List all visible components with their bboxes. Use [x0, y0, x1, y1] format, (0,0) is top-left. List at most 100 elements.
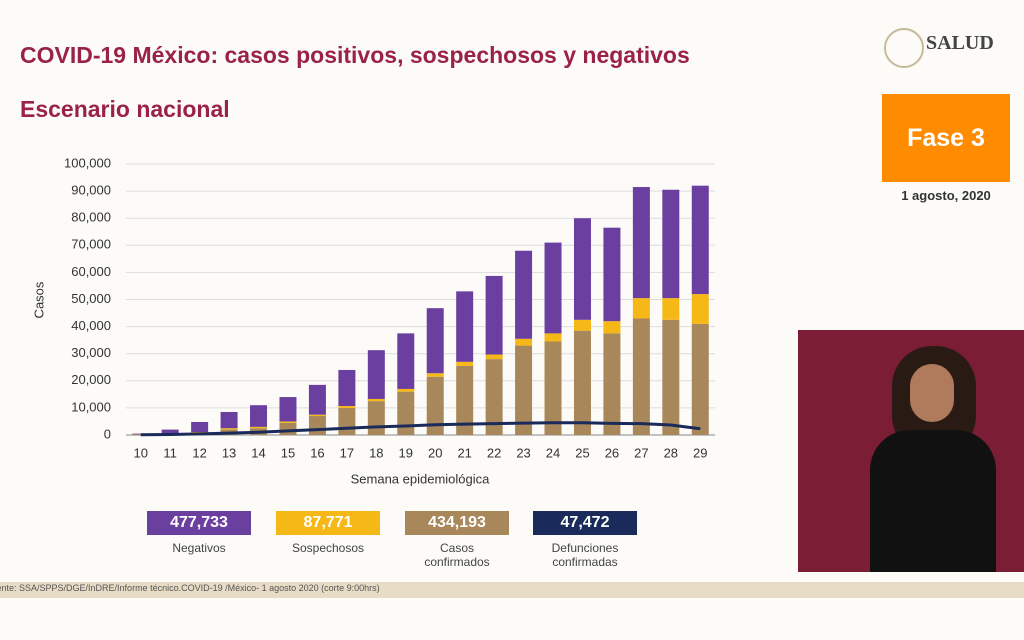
bar: [456, 291, 474, 362]
bar: [603, 321, 621, 334]
bar: [456, 365, 474, 435]
bar: [426, 376, 444, 435]
bar: [367, 350, 385, 399]
bar: [632, 298, 650, 319]
logo-emblem: [884, 28, 924, 68]
bar: [603, 333, 621, 435]
interpreter-video: [798, 330, 1024, 572]
bar: [397, 333, 415, 389]
y-tick-label: 50,000: [71, 291, 111, 306]
bar: [367, 401, 385, 435]
bar: [191, 421, 209, 433]
x-tick-label: 28: [664, 445, 678, 460]
source: Fuente: SSA/SPPS/DGE/InDRE/Informe técni…: [0, 583, 380, 593]
x-tick-label: 24: [546, 445, 560, 460]
bar: [485, 359, 503, 435]
x-tick-label: 14: [251, 445, 265, 460]
bar: [250, 405, 268, 427]
bar: [426, 373, 444, 377]
x-tick-label: 20: [428, 445, 442, 460]
x-tick-label: 11: [163, 445, 177, 460]
bar: [456, 361, 474, 366]
source-band: [0, 582, 1024, 598]
y-tick-label: 30,000: [71, 345, 111, 360]
bar: [515, 250, 533, 339]
bar: [573, 319, 591, 331]
y-tick-label: 100,000: [64, 155, 111, 170]
y-tick-label: 90,000: [71, 183, 111, 198]
bar: [426, 308, 444, 374]
legend-item: 434,193 Casos confirmados: [405, 511, 509, 569]
x-tick-label: 22: [487, 445, 501, 460]
line: [140, 421, 701, 437]
bar: [691, 323, 709, 435]
y-tick-label: 0: [104, 426, 111, 441]
title: COVID-19 México: casos positivos, sospec…: [20, 42, 690, 68]
bar: [485, 275, 503, 355]
y-tick-label: 20,000: [71, 372, 111, 387]
x-tick-label: 23: [516, 445, 530, 460]
date: 1 agosto, 2020: [901, 188, 991, 203]
x-tick-label: 21: [457, 445, 471, 460]
y-tick-label: 80,000: [71, 210, 111, 225]
bar: [338, 369, 356, 407]
bar: [338, 406, 356, 408]
bar: [691, 185, 709, 295]
bar: [308, 416, 326, 435]
x-tick-label: 25: [575, 445, 589, 460]
legend-label: Sospechosos: [291, 541, 365, 555]
x-tick-label: 18: [369, 445, 383, 460]
y-tick-label: 70,000: [71, 237, 111, 252]
interpreter-body: [870, 430, 996, 572]
y-tick-label: 10,000: [71, 399, 111, 414]
legend-label: Defunciones confirmadas: [551, 541, 619, 569]
x-tick-label: 15: [281, 445, 295, 460]
x-tick-label: 27: [634, 445, 648, 460]
bar: [515, 338, 533, 346]
x-tick-label: 16: [310, 445, 324, 460]
subtitle: Escenario nacional: [20, 96, 230, 122]
x-tick-label: 26: [605, 445, 619, 460]
logo: SALUD: [926, 32, 994, 54]
y-tick-label: 40,000: [71, 318, 111, 333]
bar: [632, 187, 650, 299]
bar: [397, 388, 415, 392]
x-tick-label: 17: [340, 445, 354, 460]
bar: [485, 354, 503, 360]
bar: [279, 397, 297, 422]
bar: [544, 242, 562, 334]
bar: [250, 426, 268, 429]
phase-badge: Fase 3: [882, 94, 1010, 182]
bar: [515, 345, 533, 435]
y-tick-label: 60,000: [71, 264, 111, 279]
bar: [308, 414, 326, 417]
legend-total: 434,193: [405, 511, 509, 535]
x-tick-label: 19: [399, 445, 413, 460]
legend-total: 477,733: [147, 511, 251, 535]
legend-item: 477,733 Negativos: [147, 511, 251, 555]
x-axis-title: Semana epidemiológica: [351, 471, 491, 486]
x-tick-label: 29: [693, 445, 707, 460]
bar: [662, 298, 680, 320]
bar: [308, 384, 326, 415]
legend-label: Casos confirmados: [424, 541, 490, 569]
legend-total: 47,472: [533, 511, 637, 535]
y-axis-title: Casos: [31, 281, 46, 318]
interpreter-face: [910, 364, 954, 422]
bar: [662, 319, 680, 435]
x-tick-label: 10: [133, 445, 147, 460]
bar: [662, 189, 680, 299]
x-tick-label: 12: [192, 445, 206, 460]
bar: [338, 407, 356, 435]
bar: [397, 391, 415, 435]
bar: [544, 341, 562, 435]
bar: [279, 422, 297, 435]
x-tick-label: 13: [222, 445, 236, 460]
legend-item: 47,472 Defunciones confirmadas: [533, 511, 637, 569]
bar: [279, 421, 297, 423]
legend-item: 87,771 Sospechosos: [276, 511, 380, 555]
bar: [161, 429, 179, 434]
bar: [544, 333, 562, 342]
bar: [220, 411, 238, 429]
